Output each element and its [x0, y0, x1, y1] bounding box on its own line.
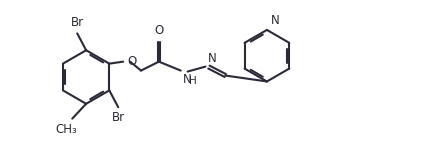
Text: H: H [189, 76, 197, 86]
Text: N: N [183, 73, 192, 86]
Text: N: N [208, 52, 216, 65]
Text: Br: Br [112, 111, 125, 124]
Text: N: N [271, 14, 279, 27]
Text: O: O [154, 24, 163, 37]
Text: Br: Br [71, 16, 84, 30]
Text: CH₃: CH₃ [56, 123, 77, 136]
Text: O: O [127, 55, 137, 68]
